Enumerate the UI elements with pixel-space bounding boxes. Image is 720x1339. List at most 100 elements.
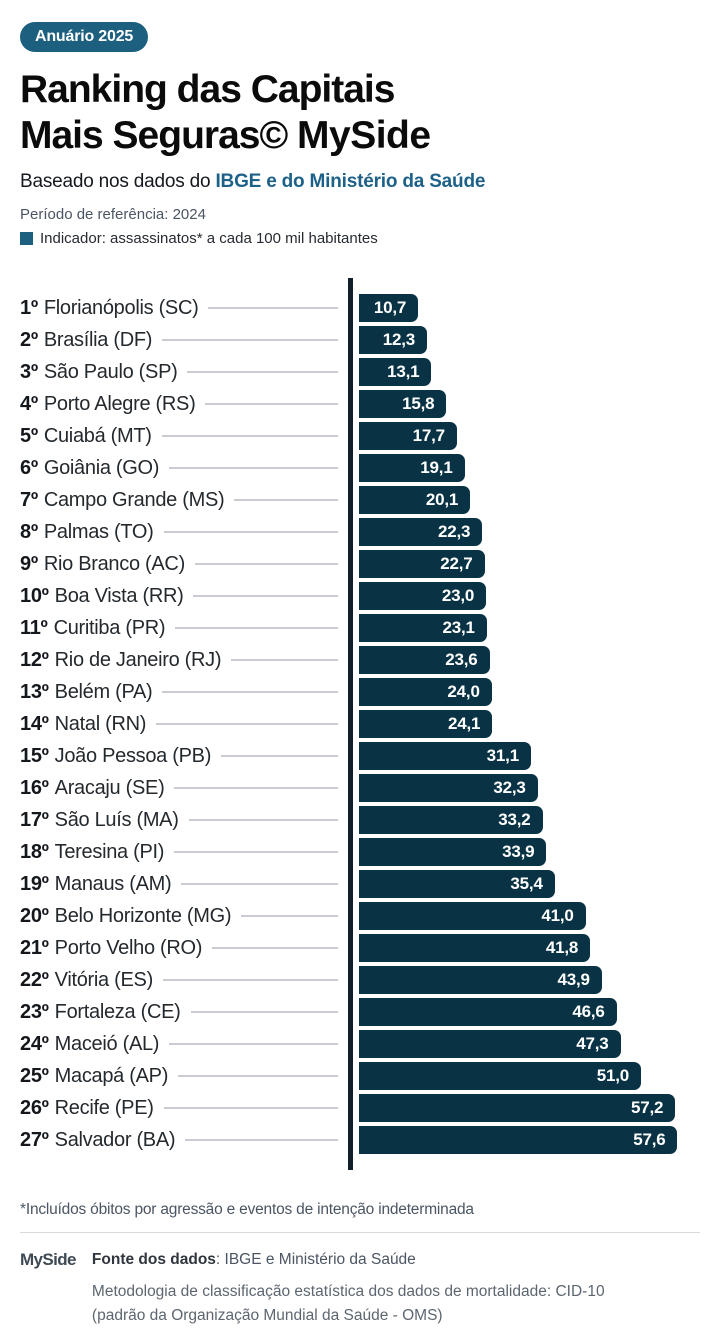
leader-line	[162, 339, 338, 342]
bar-value-label: 13,1	[387, 362, 420, 382]
value-bar: 23,6	[359, 646, 490, 675]
leader-line	[234, 499, 338, 502]
rank-label: 25º	[20, 1064, 49, 1087]
row-label: 14º Natal (RN)	[20, 713, 146, 736]
city-label: Florianópolis (SC)	[43, 296, 199, 319]
row-label: 16º Aracaju (SE)	[20, 776, 165, 800]
rank-label: 27º	[20, 1128, 49, 1151]
legend: Indicador: assassinatos* a cada 100 mil …	[20, 230, 700, 247]
city-label: Vitória (ES)	[54, 968, 154, 991]
chart-axis-line	[348, 278, 353, 1171]
leader-line	[174, 787, 338, 790]
row-label: 26º Recife (PE)	[20, 1097, 154, 1120]
row-left: 21º Porto Velho (RO)	[20, 937, 348, 960]
bar-value-label: 12,3	[382, 330, 415, 350]
rank-label: 3º	[20, 360, 38, 383]
bar-value-label: 10,7	[373, 298, 407, 318]
bar-value-label: 22,7	[440, 554, 473, 574]
chart-row: 27º Salvador (BA) 57,6	[20, 1124, 700, 1156]
rank-label: 12º	[20, 648, 49, 671]
rank-label: 2º	[20, 328, 38, 351]
leader-line	[185, 1139, 338, 1142]
leader-line	[169, 467, 338, 470]
row-label: 2º Brasília (DF)	[20, 329, 152, 352]
city-label: Goiânia (GO)	[43, 456, 160, 479]
bar-value-label: 24,1	[447, 714, 481, 734]
chart-row: 4º Porto Alegre (RS) 15,8	[20, 388, 700, 420]
row-label: 21º Porto Velho (RO)	[20, 937, 202, 960]
row-label: 18º Teresina (PI)	[20, 841, 164, 864]
city-label: Porto Velho (RO)	[54, 936, 203, 959]
bar-track: 17,7	[348, 422, 700, 451]
value-bar: 23,1	[359, 614, 487, 643]
leader-line	[205, 403, 338, 406]
row-left: 26º Recife (PE)	[20, 1097, 348, 1120]
row-label: 12º Rio de Janeiro (RJ)	[20, 648, 222, 672]
rank-label: 23º	[20, 1000, 49, 1023]
city-label: Recife (PE)	[54, 1096, 154, 1119]
chart-row: 23º Fortaleza (CE) 46,6	[20, 996, 700, 1028]
value-bar: 22,3	[359, 518, 483, 547]
bar-value-label: 22,3	[438, 522, 471, 542]
row-left: 1º Florianópolis (SC)	[20, 297, 348, 320]
chart-row: 19º Manaus (AM) 35,4	[20, 868, 700, 900]
rank-label: 19º	[20, 872, 49, 895]
bar-value-label: 33,2	[498, 810, 531, 830]
subtitle-prefix: Baseado nos dados do	[20, 171, 216, 193]
chart-rows: 1º Florianópolis (SC) 10,7 2º Brasília (DF) 1…	[20, 292, 700, 1156]
row-left: 8º Palmas (TO)	[20, 521, 348, 544]
city-label: Aracaju (SE)	[54, 776, 165, 799]
value-bar: 51,0	[359, 1062, 641, 1091]
bar-value-label: 35,4	[510, 874, 543, 894]
city-label: Cuiabá (MT)	[43, 424, 152, 447]
rank-label: 9º	[20, 552, 38, 575]
chart-row: 22º Vitória (ES) 43,9	[20, 964, 700, 996]
row-label: 22º Vitória (ES)	[20, 969, 153, 992]
bar-track: 41,8	[348, 934, 700, 963]
row-label: 9º Rio Branco (AC)	[20, 553, 185, 576]
rank-label: 20º	[20, 904, 49, 927]
city-label: Teresina (PI)	[54, 840, 165, 863]
bar-track: 15,8	[348, 390, 700, 419]
bar-value-label: 51,0	[596, 1066, 629, 1086]
bar-track: 22,7	[348, 550, 700, 579]
row-left: 13º Belém (PA)	[20, 681, 348, 704]
row-left: 23º Fortaleza (CE)	[20, 1001, 348, 1024]
value-bar: 46,6	[359, 998, 617, 1027]
value-bar: 13,1	[359, 358, 432, 387]
row-label: 4º Porto Alegre (RS)	[20, 393, 196, 416]
row-left: 27º Salvador (BA)	[20, 1129, 348, 1152]
row-left: 9º Rio Branco (AC)	[20, 553, 348, 576]
chart-row: 24º Maceió (AL) 47,3	[20, 1028, 700, 1060]
chart-row: 12º Rio de Janeiro (RJ) 23,6	[20, 644, 700, 676]
city-label: Campo Grande (MS)	[43, 488, 225, 511]
leader-line	[212, 947, 338, 950]
bar-track: 24,1	[348, 710, 700, 739]
subtitle-sources: IBGE e do Ministério da Saúde	[215, 171, 486, 193]
chart-row: 20º Belo Horizonte (MG) 41,0	[20, 900, 700, 932]
bar-track: 33,2	[348, 806, 700, 835]
leader-line	[162, 691, 338, 694]
bar-track: 20,1	[348, 486, 700, 515]
chart-row: 9º Rio Branco (AC) 22,7	[20, 548, 700, 580]
row-left: 2º Brasília (DF)	[20, 329, 348, 352]
row-left: 11º Curitiba (PR)	[20, 617, 348, 640]
city-label: Belo Horizonte (MG)	[54, 904, 232, 927]
chart-row: 18º Teresina (PI) 33,9	[20, 836, 700, 868]
bar-value-label: 33,9	[502, 842, 535, 862]
row-left: 6º Goiânia (GO)	[20, 457, 348, 480]
leader-line	[161, 435, 338, 438]
value-bar: 57,6	[359, 1126, 678, 1155]
leader-line	[190, 1011, 338, 1014]
row-left: 3º São Paulo (SP)	[20, 361, 348, 384]
city-label: Salvador (BA)	[54, 1128, 176, 1151]
value-bar: 33,9	[359, 838, 547, 867]
row-left: 12º Rio de Janeiro (RJ)	[20, 649, 348, 672]
leader-line	[156, 723, 338, 726]
chart-row: 7º Campo Grande (MS) 20,1	[20, 484, 700, 516]
bar-value-label: 32,3	[493, 778, 526, 798]
bar-value-label: 23,0	[441, 586, 475, 606]
chart-row: 11º Curitiba (PR) 23,1	[20, 612, 700, 644]
city-label: Palmas (TO)	[43, 520, 154, 543]
